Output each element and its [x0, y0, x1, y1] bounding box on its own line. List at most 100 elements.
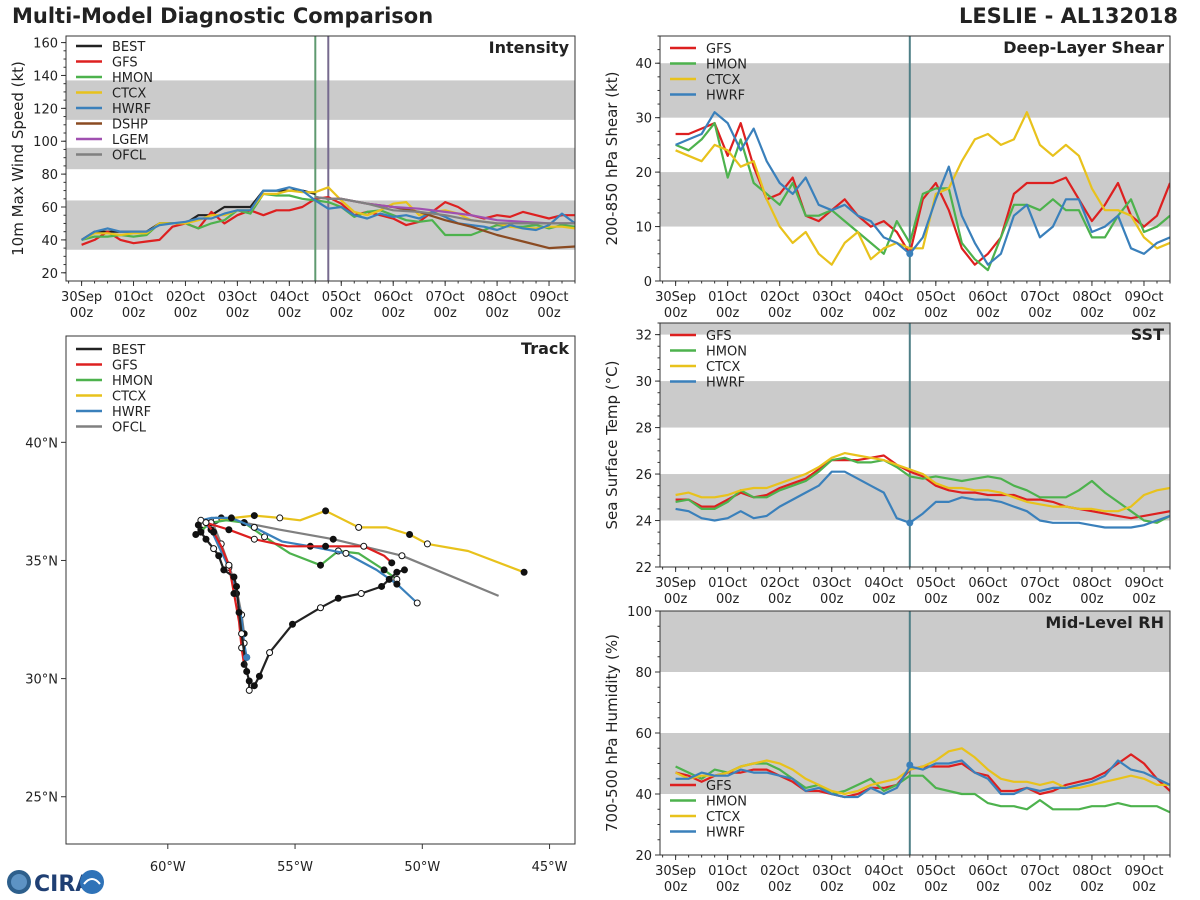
track-point-hwrf: [393, 580, 401, 588]
intensity-band-1: [66, 147, 575, 170]
shear-ytick-label: 0: [644, 275, 652, 290]
intensity-ytick-label: 140: [33, 69, 58, 84]
shear-legend-label: HMON: [706, 58, 747, 73]
shear-xtick-date: 30Sep: [655, 290, 696, 305]
track-xtick-label: 45°W: [532, 860, 568, 875]
shear-xtick-hour: 00z: [1080, 306, 1104, 321]
intensity-xtick-hour: 00z: [278, 306, 302, 321]
track-line-gfs: [204, 521, 393, 665]
track-point-best: [245, 677, 253, 685]
intensity-ytick-label: 120: [33, 102, 58, 117]
shear-line-gfs: [675, 121, 1170, 266]
sst-ytick-label: 26: [635, 468, 652, 483]
track-xtick-label: 55°W: [277, 860, 313, 875]
shear-line-ctcx: [675, 111, 1170, 266]
rh-xtick-hour: 00z: [664, 880, 688, 895]
sst-ytick-label: 28: [635, 422, 652, 437]
intensity-xtick-date: 02Oct: [166, 290, 205, 305]
intensity-legend-label: BEST: [112, 40, 145, 55]
shear-ytick-label: 30: [635, 112, 652, 127]
intensity-band-2: [66, 80, 575, 120]
intensity-xtick-hour: 00z: [330, 306, 354, 321]
rh-legend-label: GFS: [706, 779, 732, 794]
shear-xtick-date: 02Oct: [760, 290, 799, 305]
sst-ytick-label: 32: [635, 329, 652, 344]
track-point-gfs: [250, 535, 258, 543]
shear-line-hwrf: [675, 111, 1170, 266]
track-current-point: [243, 653, 251, 661]
track-point-gfs: [210, 528, 218, 536]
rh-ytick-label: 20: [635, 849, 652, 864]
sst-legend-label: CTCX: [706, 360, 740, 375]
track-point-best: [317, 604, 324, 612]
intensity-xtick-hour: 00z: [485, 306, 509, 321]
sst-xtick-date: 09Oct: [1124, 576, 1163, 591]
shear-xtick-hour: 00z: [716, 306, 740, 321]
sst-xtick-date: 01Oct: [708, 576, 747, 591]
rh-xtick-hour: 00z: [1080, 880, 1104, 895]
rh-ylabel: 700-500 hPa Humidity (%): [603, 634, 621, 832]
intensity-line-gfs: [81, 196, 575, 246]
intensity-xtick-hour: 00z: [122, 306, 146, 321]
shear-xtick-date: 05Oct: [916, 290, 955, 305]
track-ytick-label: 25°N: [25, 791, 58, 806]
track-point-ctcx: [322, 507, 330, 515]
intensity-ytick-label: 80: [41, 168, 58, 183]
track-point-best: [210, 545, 218, 553]
shear-xtick-date: 08Oct: [1072, 290, 1111, 305]
sst-xtick-hour: 00z: [768, 592, 792, 607]
rh-xtick-date: 04Oct: [864, 864, 903, 879]
sst-ytick-label: 22: [635, 561, 652, 576]
sst-xtick-date: 02Oct: [760, 576, 799, 591]
intensity-xtick-date: 01Oct: [114, 290, 153, 305]
track-point-hwrf: [250, 523, 258, 531]
shear-xtick-hour: 00z: [872, 306, 896, 321]
rh-legend-label: HWRF: [706, 826, 745, 841]
sst-xtick-hour: 00z: [1028, 592, 1052, 607]
track-point-ctcx: [520, 568, 528, 576]
rh-xtick-hour: 00z: [924, 880, 948, 895]
track-xtick-label: 50°W: [404, 860, 440, 875]
shear-legend-label: CTCX: [706, 73, 740, 88]
emblem-icon: [80, 870, 104, 894]
intensity-xtick-date: 08Oct: [478, 290, 517, 305]
track-ytick-label: 40°N: [25, 436, 58, 451]
panel-sst: 22242628303230Sep00z01Oct00z02Oct00z03Oc…: [603, 322, 1171, 607]
track-point-best: [235, 608, 243, 616]
track-point-hwrf: [342, 549, 350, 557]
intensity-ytick-label: 40: [41, 234, 58, 249]
track-legend-label: GFS: [112, 359, 138, 374]
track-point-ofcl: [398, 552, 406, 560]
rh-xtick-hour: 00z: [716, 880, 740, 895]
intensity-frame: [65, 35, 576, 282]
sst-band-1: [660, 381, 1170, 428]
track-point-hmon: [317, 561, 324, 569]
rh-xtick-hour: 00z: [768, 880, 792, 895]
shear-xtick-date: 06Oct: [968, 290, 1007, 305]
track-point-ctcx: [423, 540, 431, 548]
track-point-best: [238, 630, 246, 638]
track-point-best: [194, 521, 202, 529]
sst-xtick-date: 06Oct: [968, 576, 1007, 591]
intensity-xtick-date: 09Oct: [530, 290, 569, 305]
intensity-ytick-label: 100: [33, 135, 58, 150]
sst-xtick-hour: 00z: [872, 592, 896, 607]
shear-legend-label: GFS: [706, 42, 732, 57]
track-legend-label: BEST: [112, 343, 145, 358]
sst-frame: [659, 322, 1171, 568]
intensity-xtick-date: 06Oct: [374, 290, 413, 305]
rh-title: Mid-Level RH: [1045, 613, 1164, 632]
rh-xtick-date: 09Oct: [1124, 864, 1163, 879]
track-title: Track: [521, 339, 569, 358]
rh-ytick-label: 100: [627, 605, 652, 620]
track-point-best: [202, 535, 210, 543]
panel-rh: 2040608010030Sep00z01Oct00z02Oct00z03Oct…: [603, 605, 1171, 895]
cira-logo: CIRA: [7, 870, 104, 897]
intensity-xtick-date: 03Oct: [218, 290, 257, 305]
intensity-legend-label: LGEM: [112, 133, 149, 148]
sst-xtick-hour: 00z: [976, 592, 1000, 607]
track-point-gfs: [202, 519, 210, 527]
rh-ytick-label: 40: [635, 788, 652, 803]
track-point-gfs: [225, 561, 233, 569]
